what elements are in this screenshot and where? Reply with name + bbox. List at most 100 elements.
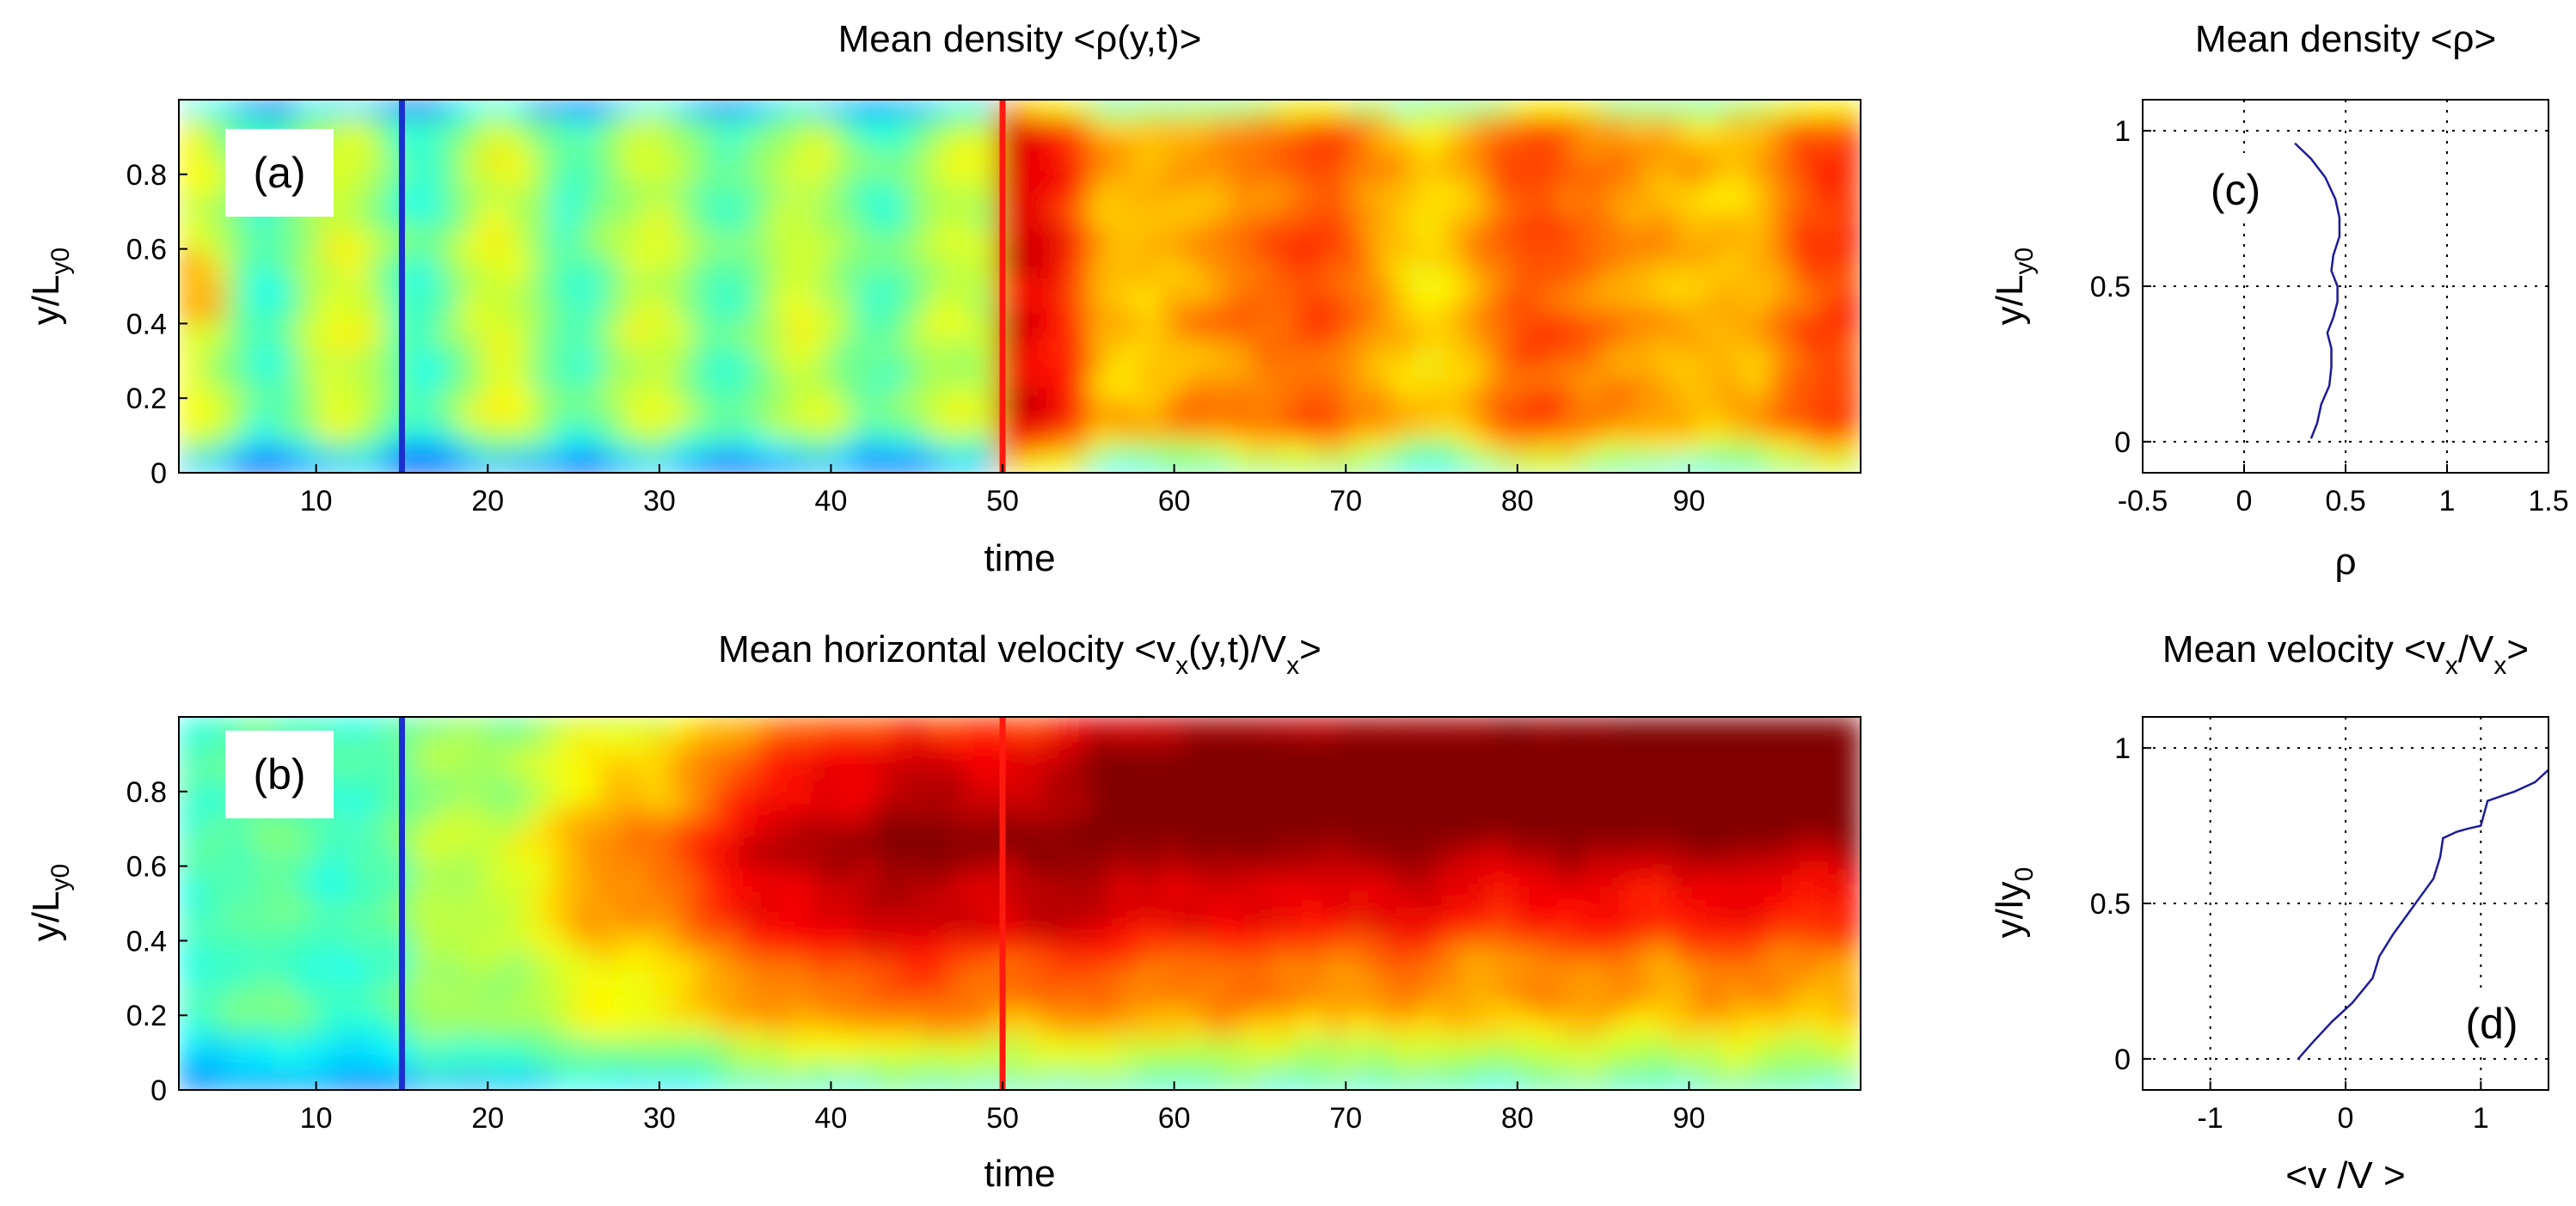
heatmap-cell <box>1066 235 1091 254</box>
heatmap-cell <box>1837 337 1861 355</box>
heatmap-cell <box>739 286 764 304</box>
heatmap-cell <box>1627 201 1652 220</box>
heatmap-cell <box>202 201 227 220</box>
heatmap-cell <box>1533 869 1558 888</box>
heatmap-cell <box>1604 750 1628 769</box>
heatmap-cell <box>1253 438 1278 457</box>
heatmap-cell <box>949 937 974 956</box>
heatmap-cell <box>1696 818 1721 837</box>
heatmap-cell <box>1767 405 1792 423</box>
heatmap-cell <box>552 750 577 769</box>
heatmap-cell <box>1370 768 1395 786</box>
heatmap-cell <box>1790 421 1815 440</box>
heatmap-cell <box>459 320 484 339</box>
heatmap-cell <box>1604 184 1628 203</box>
heatmap-cell <box>1020 320 1045 339</box>
heatmap-cell <box>179 320 204 339</box>
heatmap-cell <box>1276 869 1301 888</box>
heatmap-cell <box>832 954 857 972</box>
heatmap-cell <box>1370 150 1395 168</box>
heatmap-cell <box>575 353 600 372</box>
heatmap-cell <box>248 421 273 440</box>
heatmap-cell <box>1510 320 1535 339</box>
heatmap-cell <box>856 937 880 956</box>
heatmap-cell <box>880 167 905 186</box>
heatmap-cell <box>949 438 974 457</box>
heatmap-cell <box>1627 421 1652 440</box>
heatmap-cell <box>1020 852 1045 871</box>
heatmap-cell <box>459 801 484 820</box>
heatmap-cell <box>529 320 554 339</box>
heatmap-cell <box>365 784 390 803</box>
heatmap-cell <box>763 1038 788 1057</box>
heatmap-cell <box>1650 903 1675 921</box>
heatmap-cell <box>412 733 437 752</box>
heatmap-cell <box>763 768 788 786</box>
heatmap-cell <box>1440 1073 1465 1090</box>
heatmap-cell <box>1510 1073 1535 1090</box>
heatmap-cell <box>1370 1038 1395 1057</box>
heatmap-cell <box>365 286 390 304</box>
heatmap-cell <box>529 269 554 287</box>
heatmap-cell <box>1696 201 1721 220</box>
heatmap-cell <box>1627 353 1652 372</box>
heatmap-cell <box>248 970 273 989</box>
heatmap-cell <box>739 1022 764 1040</box>
heatmap-cell <box>1813 801 1838 820</box>
heatmap-cell <box>482 388 507 407</box>
heatmap-cell <box>1300 886 1325 904</box>
heatmap-cell <box>786 353 811 372</box>
heatmap-cell <box>903 954 928 972</box>
heatmap-cell <box>1253 818 1278 837</box>
heatmap-cell <box>856 954 880 972</box>
heatmap-cell <box>1533 1056 1558 1074</box>
heatmap-cell <box>1556 733 1581 752</box>
heatmap-cell <box>319 1022 344 1040</box>
heatmap-cell <box>1300 353 1325 372</box>
heatmap-cell <box>599 150 624 168</box>
heatmap-cell <box>1183 1022 1208 1040</box>
heatmap-cell <box>599 818 624 837</box>
heatmap-cell <box>1370 1073 1395 1090</box>
heatmap-cell <box>482 405 507 423</box>
heatmap-cell <box>809 201 834 220</box>
heatmap-cell <box>506 337 531 355</box>
heatmap-cell <box>1510 201 1535 220</box>
heatmap-cell <box>1370 836 1395 854</box>
heatmap-cell <box>1020 388 1045 407</box>
heatmap-cell <box>599 1056 624 1074</box>
heatmap-cell <box>1837 903 1861 921</box>
heatmap-cell <box>1813 988 1838 1007</box>
heatmap-cell <box>809 733 834 752</box>
heatmap-cell <box>365 370 390 389</box>
heatmap-cell <box>179 970 204 989</box>
heatmap-cell <box>319 1005 344 1024</box>
heatmap-cell <box>1580 269 1605 287</box>
x-tick-label: 70 <box>1329 485 1362 517</box>
heatmap-cell <box>623 100 647 118</box>
heatmap-cell <box>1323 370 1348 389</box>
heatmap-cell <box>972 201 997 220</box>
heatmap-cell <box>809 320 834 339</box>
heatmap-cell <box>1580 1056 1605 1074</box>
heatmap-cell <box>248 218 273 236</box>
heatmap-cell <box>1650 1038 1675 1057</box>
heatmap-cell <box>1276 1073 1301 1090</box>
heatmap-cell <box>202 818 227 837</box>
heatmap-cell <box>1160 388 1185 407</box>
heatmap-cell <box>459 235 484 254</box>
heatmap-cell <box>599 717 624 735</box>
x-tick-label: 10 <box>300 1102 333 1135</box>
heatmap-cell <box>295 269 320 287</box>
heatmap-cell <box>435 801 460 820</box>
heatmap-cell <box>295 869 320 888</box>
heatmap-cell <box>1604 1056 1628 1074</box>
heatmap-cell <box>1346 388 1371 407</box>
heatmap-cell <box>949 421 974 440</box>
heatmap-cell <box>1744 303 1769 321</box>
panel-b-heatmap <box>179 717 1861 1090</box>
heatmap-cell <box>1463 920 1488 939</box>
heatmap-cell <box>1744 405 1769 423</box>
heatmap-cell <box>832 733 857 752</box>
heatmap-cell <box>482 353 507 372</box>
